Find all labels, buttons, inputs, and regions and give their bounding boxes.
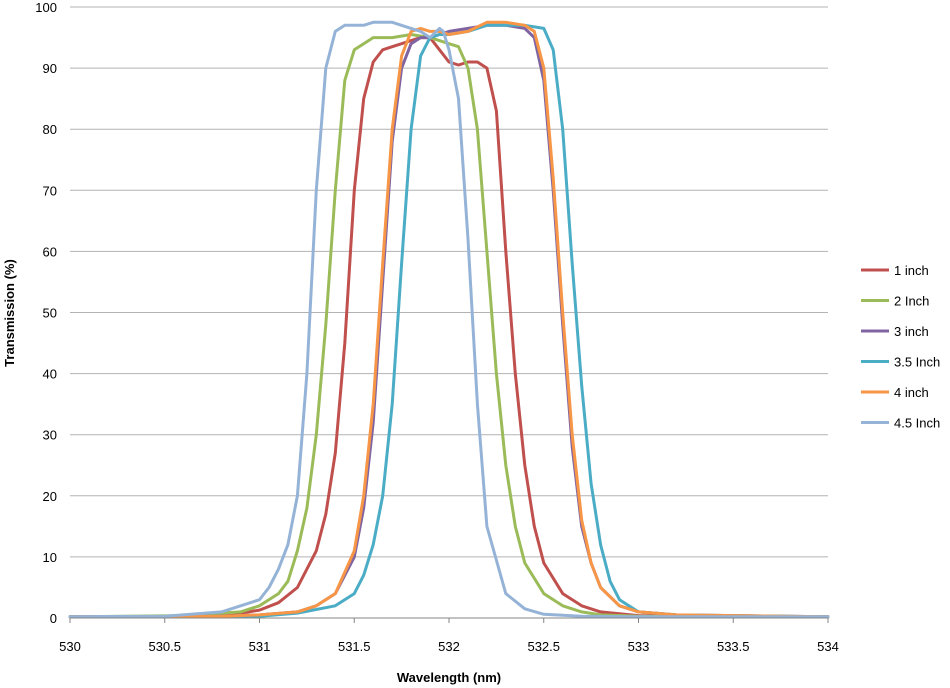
- legend-label: 2 Inch: [894, 294, 929, 309]
- y-tick-label: 20: [43, 489, 57, 504]
- legend-label: 3.5 Inch: [894, 355, 940, 370]
- y-tick-label: 60: [43, 244, 57, 259]
- y-tick-label: 90: [43, 61, 57, 76]
- legend-label: 4 inch: [894, 385, 929, 400]
- series-line-1: [68, 33, 830, 619]
- x-tick-label: 532: [438, 639, 460, 654]
- gridlines: [70, 6, 828, 558]
- x-tick-label: 533: [628, 639, 650, 654]
- legend-label: 3 inch: [894, 324, 929, 339]
- y-tick-label: 30: [43, 428, 57, 443]
- x-tick-label: 530.5: [148, 639, 181, 654]
- legend-label: 4.5 Inch: [894, 416, 940, 431]
- y-axis-title: Transmission (%): [2, 259, 17, 367]
- x-tick-label: 530: [59, 639, 81, 654]
- y-tick-label: 70: [43, 183, 57, 198]
- y-tick-label: 0: [50, 611, 57, 626]
- x-tick-label: 534: [817, 639, 839, 654]
- series-line-0: [68, 36, 830, 619]
- series-line-2: [68, 23, 830, 619]
- series-line-3: [68, 23, 830, 619]
- x-tick-label: 531.5: [338, 639, 371, 654]
- y-tick-labels: 0 10 20 30 40 50 60 70 80 90 100: [35, 0, 57, 626]
- legend-label: 1 inch: [894, 263, 929, 278]
- y-tick-label: 50: [43, 306, 57, 321]
- series-line-4: [68, 20, 830, 619]
- x-tick-label: 531: [249, 639, 271, 654]
- axes: [69, 617, 829, 623]
- x-tick-label: 532.5: [527, 639, 560, 654]
- series-lines: [68, 20, 830, 619]
- x-axis-title: Wavelength (nm): [397, 670, 501, 685]
- y-tick-label: 40: [43, 367, 57, 382]
- y-tick-label: 80: [43, 122, 57, 137]
- x-tick-labels: 530 530.5 531 531.5 532 532.5 533 533.5 534: [59, 639, 839, 654]
- y-tick-label: 10: [43, 550, 57, 565]
- y-tick-label: 100: [35, 0, 57, 15]
- x-tick-label: 533.5: [717, 639, 750, 654]
- legend: 1 inch 2 Inch 3 inch 3.5 Inch 4 inch 4.5 Inch: [861, 263, 940, 431]
- series-line-5: [68, 20, 830, 619]
